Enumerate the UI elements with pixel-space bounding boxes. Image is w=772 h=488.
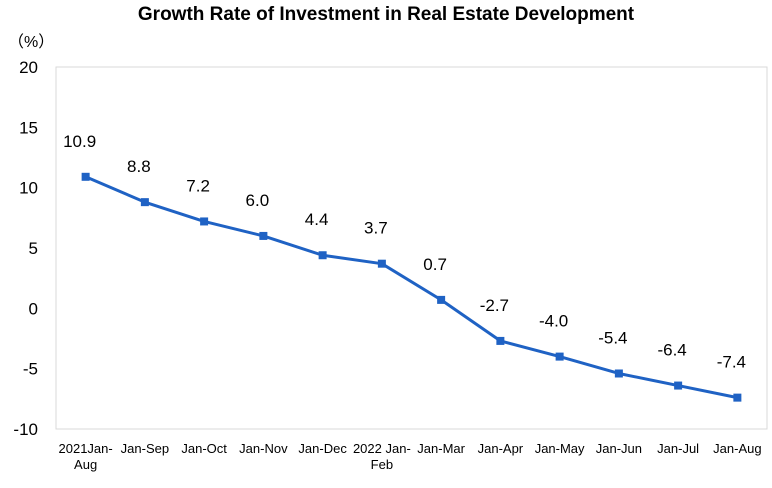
- data-value-label: -5.4: [598, 328, 627, 347]
- x-tick-label: Jan-Sep: [121, 441, 169, 456]
- series-growth-rate: [81, 172, 742, 402]
- x-tick-label: Jan-Apr: [478, 441, 524, 456]
- plot-area-border: [55, 66, 768, 430]
- data-point-marker: [200, 217, 209, 226]
- x-tick-label: Jan-Aug: [713, 441, 761, 456]
- data-value-label: 7.2: [186, 176, 210, 195]
- data-value-label: -7.4: [717, 353, 746, 372]
- data-value-label: -2.7: [480, 296, 509, 315]
- data-value-label: 4.4: [305, 210, 329, 229]
- x-tick-label: 2022 Jan-Feb: [353, 441, 411, 472]
- data-point-marker: [496, 336, 505, 345]
- y-tick-label: 5: [29, 239, 38, 258]
- data-point-marker: [555, 352, 564, 361]
- x-tick-label: Jan-Mar: [417, 441, 465, 456]
- x-tick-label: Jan-May: [535, 441, 585, 456]
- chart-title: Growth Rate of Investment in Real Estate…: [137, 4, 635, 25]
- data-point-marker: [674, 381, 683, 390]
- x-tick-label: 2021Jan-Aug: [59, 441, 113, 472]
- x-tick-label: Jan-Jun: [596, 441, 642, 456]
- data-point-marker: [318, 251, 327, 260]
- data-value-label: -4.0: [539, 312, 568, 331]
- data-value-label: -6.4: [657, 341, 686, 360]
- series-line: [85, 175, 738, 400]
- x-tick-label: Jan-Oct: [181, 441, 227, 456]
- x-tick-label: Jan-Nov: [239, 441, 288, 456]
- y-tick-label: 20: [19, 58, 38, 77]
- y-tick-label: 15: [19, 118, 38, 137]
- y-tick-label: 0: [29, 299, 38, 318]
- data-value-label: 8.8: [127, 157, 151, 176]
- y-axis-unit-label: （%）: [8, 33, 54, 51]
- data-value-label: 0.7: [423, 255, 447, 274]
- data-point-marker: [733, 393, 742, 402]
- data-point-marker: [614, 369, 623, 378]
- data-value-label: 6.0: [246, 191, 270, 210]
- data-point-marker: [140, 198, 149, 207]
- x-tick-label: Jan-Jul: [657, 441, 699, 456]
- data-point-marker: [81, 172, 90, 181]
- data-value-label: 10.9: [63, 132, 96, 151]
- y-tick-label: 10: [19, 179, 38, 198]
- x-axis: 2021Jan-Aug Jan-Sep Jan-Oct Jan-Nov Jan-Dec 2…: [59, 441, 762, 472]
- y-axis: 20 15 10 5 0 -5 -10: [13, 58, 38, 439]
- data-point-marker: [377, 259, 386, 268]
- data-point-marker: [259, 231, 268, 240]
- y-tick-label: -5: [23, 360, 38, 379]
- x-tick-label: Jan-Dec: [298, 441, 347, 456]
- data-point-marker: [437, 295, 446, 304]
- data-value-label: 3.7: [364, 219, 388, 238]
- y-tick-label: -10: [13, 420, 38, 439]
- data-labels: 10.9 8.8 7.2 6.0 4.4 3.7 0.7 -2.7 -4.0 -5.4 -6.4 -7…: [63, 132, 746, 372]
